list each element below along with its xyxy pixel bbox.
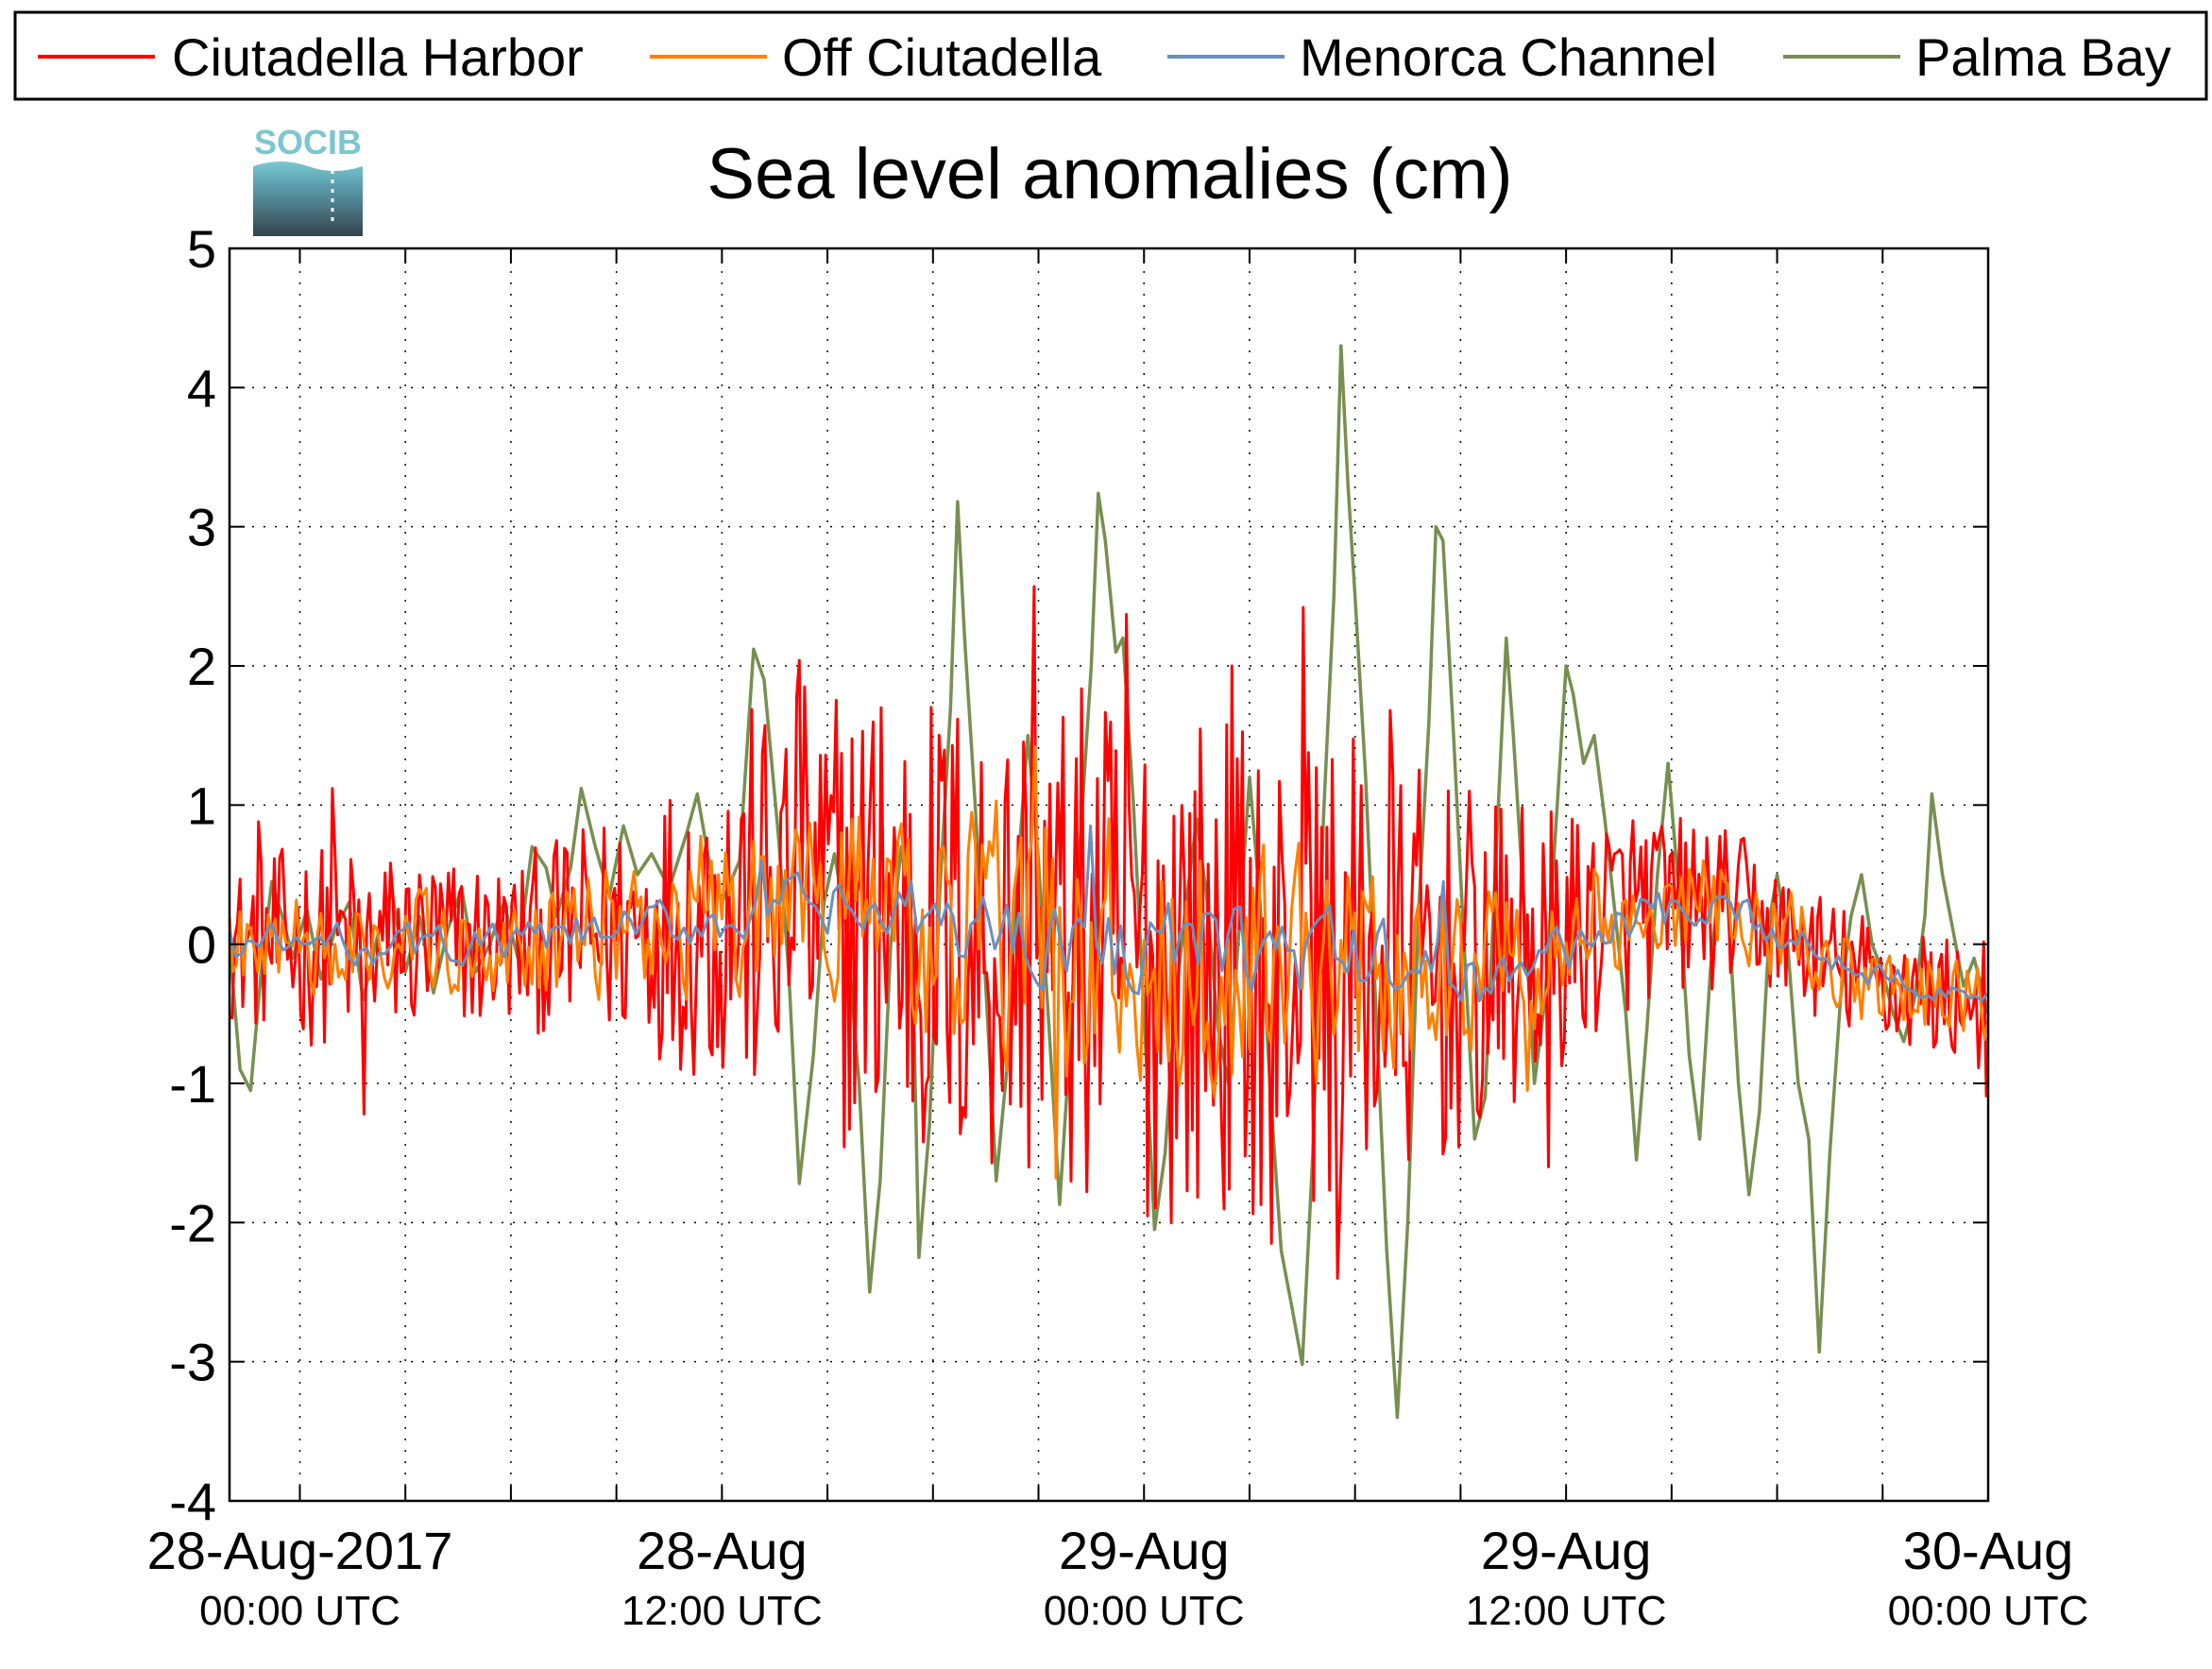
x-tick-label-date: 29-Aug [1481, 1521, 1652, 1580]
y-tick-label: 2 [187, 637, 216, 696]
x-tick-label-time: 12:00 UTC [1466, 1588, 1667, 1634]
ticks [230, 247, 1989, 1502]
y-tick-label: 0 [187, 915, 216, 975]
plot-area [228, 247, 1990, 1503]
series-line-0 [230, 585, 1988, 1280]
x-tick-label-date: 28-Aug-2017 [147, 1521, 453, 1580]
y-tick-label: -4 [169, 1472, 216, 1531]
legend-label: Ciutadella Harbor [172, 27, 584, 87]
plot-frame [228, 247, 1990, 1503]
chart-title: Sea level anomalies (cm) [706, 134, 1512, 214]
legend: Ciutadella Harbor Off Ciutadella Menorca C… [13, 10, 2208, 101]
y-axis-labels: -4 -3 -2 -1 0 1 2 3 4 5 [169, 219, 216, 1531]
y-tick-label: -1 [169, 1054, 216, 1114]
x-tick-label-time: 00:00 UTC [199, 1588, 400, 1634]
logo-text: SOCIB [254, 123, 362, 162]
x-tick-label-date: 30-Aug [1903, 1521, 2074, 1580]
x-tick-label-date: 28-Aug [637, 1521, 808, 1580]
x-tick-label-time: 12:00 UTC [621, 1588, 823, 1634]
legend-label: Palma Bay [1915, 27, 2171, 87]
y-tick-label: 4 [187, 358, 216, 417]
y-tick-label: 5 [187, 219, 216, 279]
x-tick-label-time: 00:00 UTC [1888, 1588, 2089, 1634]
series-group [230, 344, 1988, 1420]
logo-wave [253, 162, 363, 236]
legend-label: Off Ciutadella [782, 27, 1102, 87]
y-tick-label: 3 [187, 498, 216, 557]
y-tick-label: 1 [187, 775, 216, 835]
legend-entries: Ciutadella Harbor Off Ciutadella Menorca C… [38, 27, 2171, 87]
legend-label: Menorca Channel [1300, 27, 1717, 87]
x-axis-labels: 28-Aug-2017 00:00 UTC 28-Aug 12:00 UTC 29-Au… [147, 1521, 2089, 1634]
series-line-2 [230, 824, 1988, 1003]
y-tick-label: -3 [169, 1333, 216, 1392]
series-line-1 [230, 745, 1988, 1180]
x-tick-label-date: 29-Aug [1059, 1521, 1230, 1580]
socib-logo: SOCIB [253, 123, 363, 236]
x-tick-label-time: 00:00 UTC [1044, 1588, 1245, 1634]
y-tick-label: -2 [169, 1193, 216, 1252]
